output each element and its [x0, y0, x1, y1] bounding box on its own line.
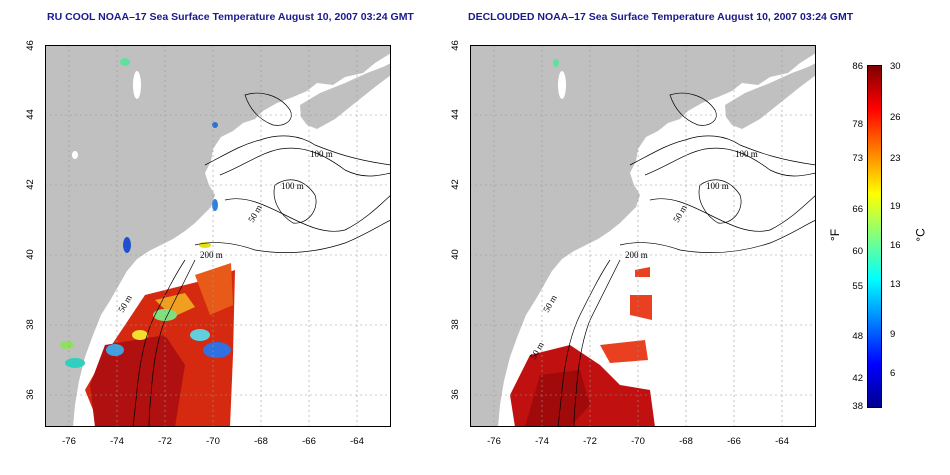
cb-f-tick: 73 — [852, 153, 863, 164]
cb-f-tick: 60 — [852, 246, 863, 257]
lat-tick: 44 — [449, 109, 461, 120]
isobath-label: 200 m — [625, 250, 648, 260]
lon-tick: -64 — [775, 436, 789, 447]
isobath-label: 100 m — [310, 149, 333, 159]
isobath-label: 100 m — [735, 149, 758, 159]
lon-tick: -68 — [679, 436, 693, 447]
lon-tick: -76 — [62, 436, 76, 447]
cb-f-tick: 78 — [852, 119, 863, 130]
lat-tick: 38 — [449, 319, 461, 330]
isobath-contours — [132, 92, 391, 427]
celsius-unit-label: °C — [913, 228, 928, 242]
lat-tick: 36 — [24, 389, 36, 400]
cb-f-tick: 42 — [852, 373, 863, 384]
land-mass — [470, 45, 816, 427]
fahrenheit-unit-label: °F — [828, 228, 843, 242]
land-mass — [45, 45, 391, 427]
temperature-colorbar — [867, 65, 882, 408]
cb-c-tick: 6 — [890, 368, 896, 379]
cb-f-tick: 55 — [852, 281, 863, 292]
lon-tick: -72 — [158, 436, 172, 447]
lat-tick: 46 — [449, 40, 461, 51]
right-sst-map: 100 m 100 m 50 m 200 m 50 m 50 m — [470, 45, 816, 427]
grid-lines — [45, 45, 391, 427]
cb-c-tick: 30 — [890, 61, 901, 72]
cb-f-tick: 66 — [852, 204, 863, 215]
cb-f-tick: 38 — [852, 401, 863, 412]
lat-tick: 38 — [24, 319, 36, 330]
grid-lines — [470, 45, 816, 427]
cb-c-tick: 16 — [890, 240, 901, 251]
right-map-title: DECLOUDED NOAA–17 Sea Surface Temperatur… — [468, 11, 854, 23]
lon-tick: -70 — [631, 436, 645, 447]
isobath-label: 100 m — [281, 181, 304, 191]
lon-tick: -76 — [487, 436, 501, 447]
lat-tick: 42 — [449, 179, 461, 190]
nova-scotia — [725, 63, 816, 129]
sst-data-patches — [510, 59, 655, 427]
lat-tick: 36 — [449, 389, 461, 400]
nova-scotia — [300, 63, 391, 129]
lake-champlain — [133, 71, 141, 99]
lake-champlain — [558, 71, 566, 99]
cb-f-tick: 48 — [852, 331, 863, 342]
lat-tick: 40 — [449, 249, 461, 260]
cb-c-tick: 23 — [890, 153, 901, 164]
map-frame — [470, 45, 816, 427]
lon-tick: -64 — [350, 436, 364, 447]
lake — [72, 151, 78, 159]
lon-tick: -66 — [302, 436, 316, 447]
lat-tick: 44 — [24, 109, 36, 120]
lon-tick: -68 — [254, 436, 268, 447]
lon-tick: -70 — [206, 436, 220, 447]
lon-tick: -66 — [727, 436, 741, 447]
cb-c-tick: 9 — [890, 329, 896, 340]
cb-c-tick: 26 — [890, 112, 901, 123]
isobath-contours — [557, 92, 816, 427]
lon-tick: -72 — [583, 436, 597, 447]
cb-f-tick: 86 — [852, 61, 863, 72]
sst-data-patches — [60, 58, 235, 427]
map-frame — [45, 45, 391, 427]
cb-c-tick: 19 — [890, 201, 901, 212]
lat-tick: 40 — [24, 249, 36, 260]
left-map-title: RU COOL NOAA–17 Sea Surface Temperature … — [47, 11, 414, 23]
left-sst-map: 100 m 100 m 50 m 200 m 50 m — [45, 45, 391, 427]
lon-tick: -74 — [110, 436, 124, 447]
lat-tick: 42 — [24, 179, 36, 190]
isobath-label: 200 m — [200, 250, 223, 260]
isobath-label: 100 m — [706, 181, 729, 191]
cb-c-tick: 13 — [890, 279, 901, 290]
lat-tick: 46 — [24, 40, 36, 51]
lon-tick: -74 — [535, 436, 549, 447]
